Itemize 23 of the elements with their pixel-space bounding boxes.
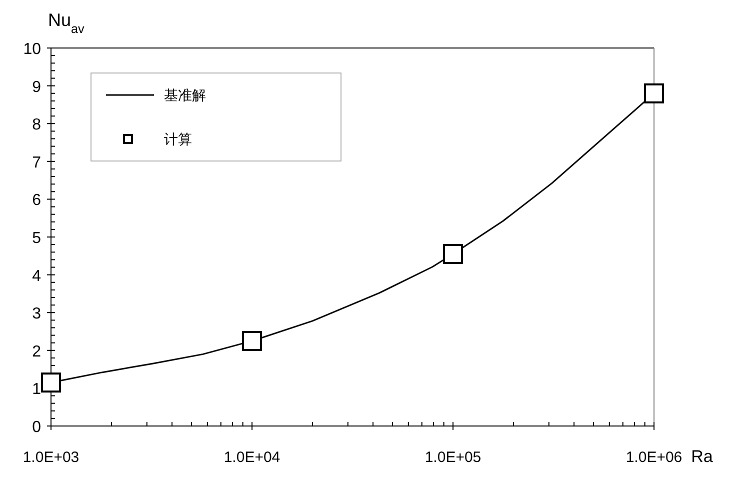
point [242,330,262,351]
x-tick-label: 1.0E+04 [224,449,280,466]
x-axis-title: Ra [691,447,714,466]
y-tick-label: 0 [32,419,42,436]
x-tick-label: 1.0E+06 [626,449,682,466]
y-tick-label: 8 [32,116,42,134]
y-tick-label: 10 [23,41,42,58]
y-tick-label: 1 [32,381,42,398]
y-tick-label: 3 [32,306,42,323]
y-axis-title: Nu$_{av}$ [48,10,86,36]
y-tick-label: 6 [32,192,42,210]
point [443,244,463,264]
y-tick-label: 4 [32,268,42,285]
legend-label: 基准解 [164,87,206,103]
y-tick-label: 2 [32,343,42,360]
y-tick-label: 5 [32,230,42,247]
y-tick-label: 9 [32,78,42,96]
point [41,372,61,393]
legend-label: 计算 [164,131,192,147]
y-tick-label: 7 [32,154,42,172]
x-tick-label: 1.0E+05 [424,449,482,466]
x-tick-label: 1.0E+03 [22,449,80,466]
point [644,83,664,104]
